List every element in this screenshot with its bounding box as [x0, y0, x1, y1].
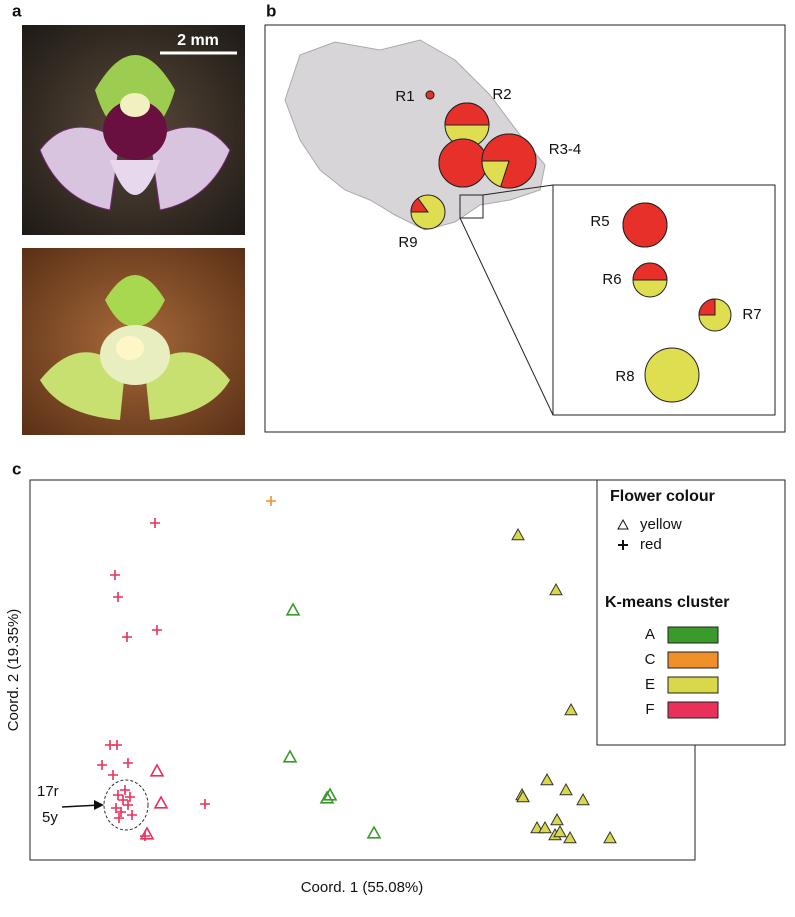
photo-red-flower: 2 mm [22, 25, 245, 235]
legend-swatch [667, 701, 719, 719]
point [553, 824, 567, 838]
point [366, 825, 382, 839]
legend-swatch [667, 676, 719, 694]
legend-marker [618, 540, 628, 550]
map-panel [264, 24, 786, 433]
legend-marker [617, 518, 629, 530]
point [125, 792, 135, 802]
point [559, 782, 573, 796]
point [266, 496, 276, 506]
point [200, 799, 210, 809]
pie-yellow [644, 347, 700, 403]
legend-swatch [667, 626, 719, 644]
point [149, 763, 165, 777]
legend-swatch [667, 651, 719, 669]
point [564, 702, 578, 716]
legend-label: A [645, 626, 655, 643]
site-label: R6 [602, 271, 621, 288]
pie-red [438, 138, 488, 188]
pie-red [698, 298, 716, 316]
point [97, 760, 107, 770]
panel-label: a [12, 1, 22, 20]
point [538, 820, 552, 834]
point [516, 789, 530, 803]
point [576, 792, 590, 806]
point [322, 787, 338, 801]
point [114, 813, 124, 823]
legend-title: Flower colour [610, 488, 715, 505]
legend-label: E [645, 676, 655, 693]
annotation: 17r [37, 783, 59, 800]
point [563, 830, 577, 844]
point [139, 826, 155, 840]
point [153, 795, 169, 809]
point [550, 812, 564, 826]
annotation: 5y [42, 809, 58, 826]
pie-red [481, 133, 537, 189]
site-label: R5 [590, 213, 609, 230]
site-label: R7 [742, 306, 761, 323]
point [112, 740, 122, 750]
pie-red [632, 262, 668, 281]
legend-label: C [645, 651, 656, 668]
point [113, 790, 123, 800]
legend-label: F [645, 701, 654, 718]
photo-yellow-flower [22, 248, 245, 435]
point [319, 790, 335, 804]
point [108, 770, 118, 780]
point [285, 602, 301, 616]
point [152, 625, 162, 635]
panel-label: b [266, 1, 276, 20]
legend-title: K-means cluster [605, 594, 730, 611]
point [118, 795, 128, 805]
pie-red [622, 202, 668, 248]
legend-label: yellow [640, 516, 682, 533]
pie-red [444, 102, 490, 126]
point [123, 800, 133, 810]
legend-label: red [640, 536, 662, 553]
point [123, 758, 133, 768]
point [603, 830, 617, 844]
point [549, 582, 563, 596]
y-axis-label: Coord. 2 (19.35%) [5, 609, 22, 732]
point [127, 810, 137, 820]
point [110, 570, 120, 580]
point [282, 749, 298, 763]
point [511, 527, 525, 541]
site-label: R9 [398, 234, 417, 251]
point [116, 807, 126, 817]
pie-red [410, 197, 429, 213]
point [113, 592, 123, 602]
point [150, 518, 160, 528]
panel-label: c [12, 459, 21, 478]
site-label: R2 [492, 86, 511, 103]
site-label: R1 [395, 88, 414, 105]
point [540, 772, 554, 786]
pie-red [425, 90, 435, 100]
x-axis-label: Coord. 1 (55.08%) [301, 879, 424, 896]
scale-bar-label: 2 mm [177, 32, 219, 49]
point [120, 785, 130, 795]
site-label: R3-4 [549, 141, 582, 158]
site-label: R8 [615, 368, 634, 385]
point [122, 632, 132, 642]
